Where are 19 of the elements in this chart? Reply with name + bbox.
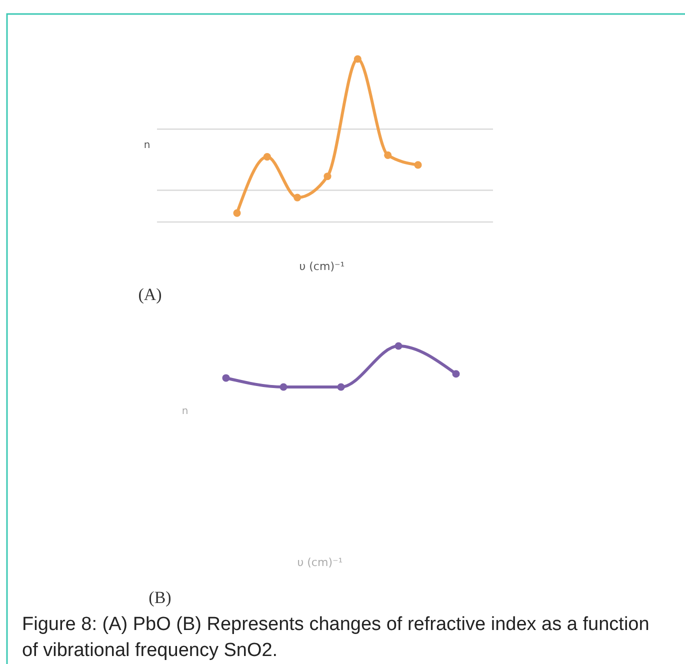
point: [222, 374, 230, 382]
x-axis-title: υ (cm)⁻¹: [297, 556, 343, 569]
point: [263, 153, 271, 161]
point: [233, 209, 241, 217]
point: [414, 161, 422, 169]
text: (B): [148, 588, 172, 607]
point: [280, 383, 288, 391]
point: [354, 55, 362, 63]
x-axis-title: υ (cm)⁻¹: [299, 260, 345, 273]
point: [324, 172, 332, 180]
point: [294, 194, 302, 202]
point: [452, 370, 460, 378]
text: (A): [138, 285, 162, 304]
point: [394, 342, 402, 350]
y-axis-title: n: [144, 140, 150, 151]
point: [384, 151, 392, 159]
point: [337, 383, 345, 391]
y-axis-title: n: [182, 406, 188, 417]
caption: Figure 8: (A) PbO (B) Represents changes of refractive index as a function of vibrational frequency SnO2.: [22, 613, 650, 663]
